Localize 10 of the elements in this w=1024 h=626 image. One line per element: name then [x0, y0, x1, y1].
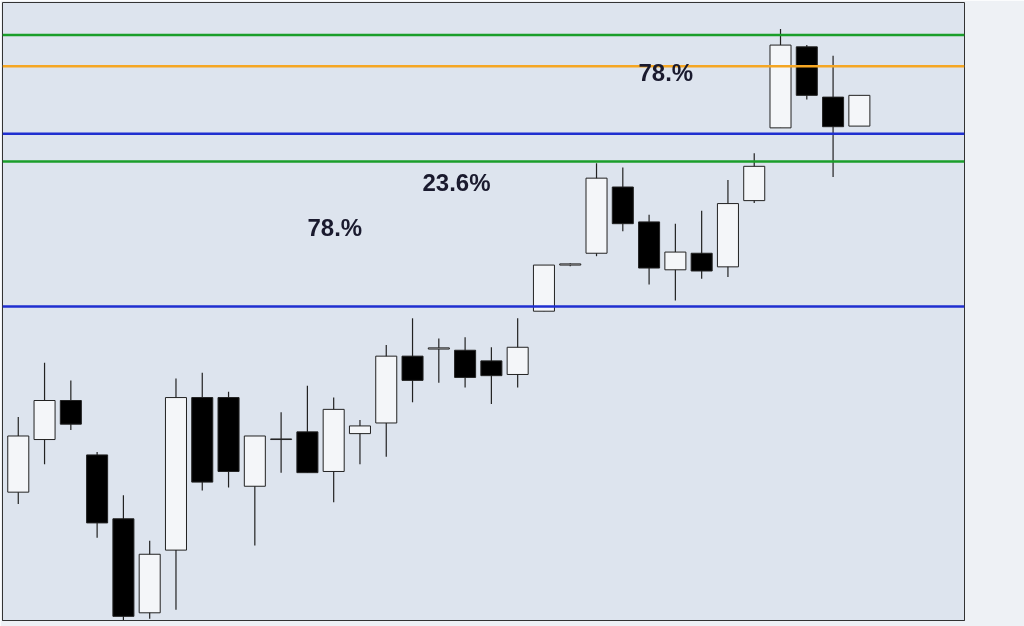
candlestick — [427, 337, 450, 384]
annotation: 78.% — [307, 213, 363, 241]
candlestick — [59, 379, 82, 431]
candlestick — [270, 411, 293, 474]
candlestick — [480, 346, 503, 405]
annotation: 78.% — [638, 58, 694, 86]
candlestick — [348, 419, 371, 465]
annotation: 23.6% — [422, 168, 491, 196]
candlestick — [690, 210, 713, 280]
candlestick — [664, 223, 687, 302]
